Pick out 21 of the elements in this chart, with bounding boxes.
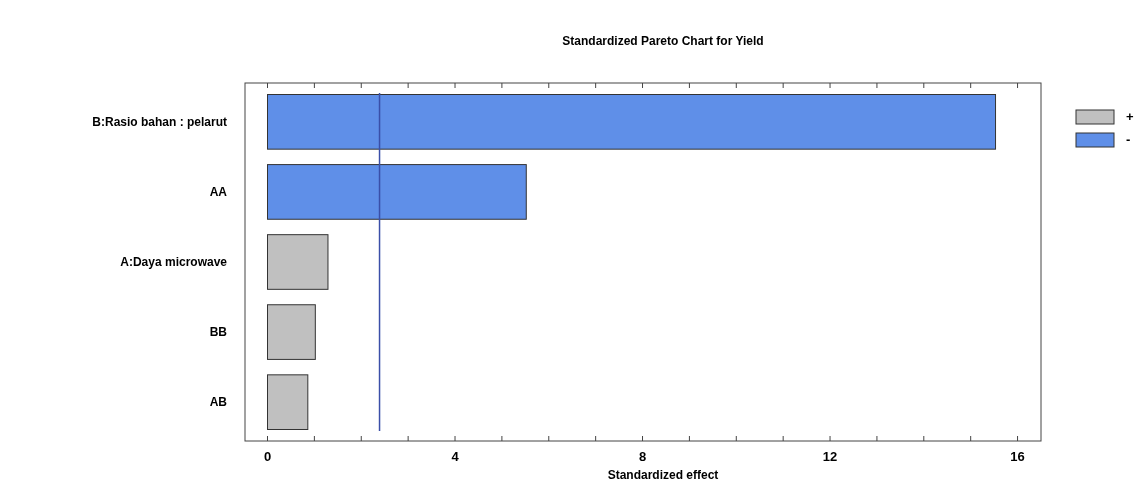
x-tick-label: 16 xyxy=(1010,449,1025,464)
chart-title: Standardized Pareto Chart for Yield xyxy=(562,34,764,48)
y-tick-label: A:Daya microwave xyxy=(120,255,228,269)
y-tick-label: AA xyxy=(209,184,228,199)
y-tick-label: BB xyxy=(209,325,228,340)
bar xyxy=(267,304,316,360)
legend-label: - xyxy=(1126,132,1131,147)
x-tick-label: 8 xyxy=(638,449,647,464)
legend-label: + xyxy=(1126,109,1134,124)
bar xyxy=(267,374,309,430)
bar xyxy=(267,164,527,220)
x-tick-label: 0 xyxy=(263,449,272,464)
legend-entry: - xyxy=(1075,132,1131,148)
bar xyxy=(267,234,329,290)
y-tick-label: B:Rasio bahan : pelarut xyxy=(92,114,227,129)
bar xyxy=(267,94,997,150)
x-tick-label: 4 xyxy=(451,449,460,464)
x-tick-label: 12 xyxy=(822,449,838,464)
x-axis-title: Standardized effect xyxy=(607,468,719,482)
legend-entry: + xyxy=(1075,109,1134,125)
y-tick-label: AB xyxy=(209,395,228,410)
